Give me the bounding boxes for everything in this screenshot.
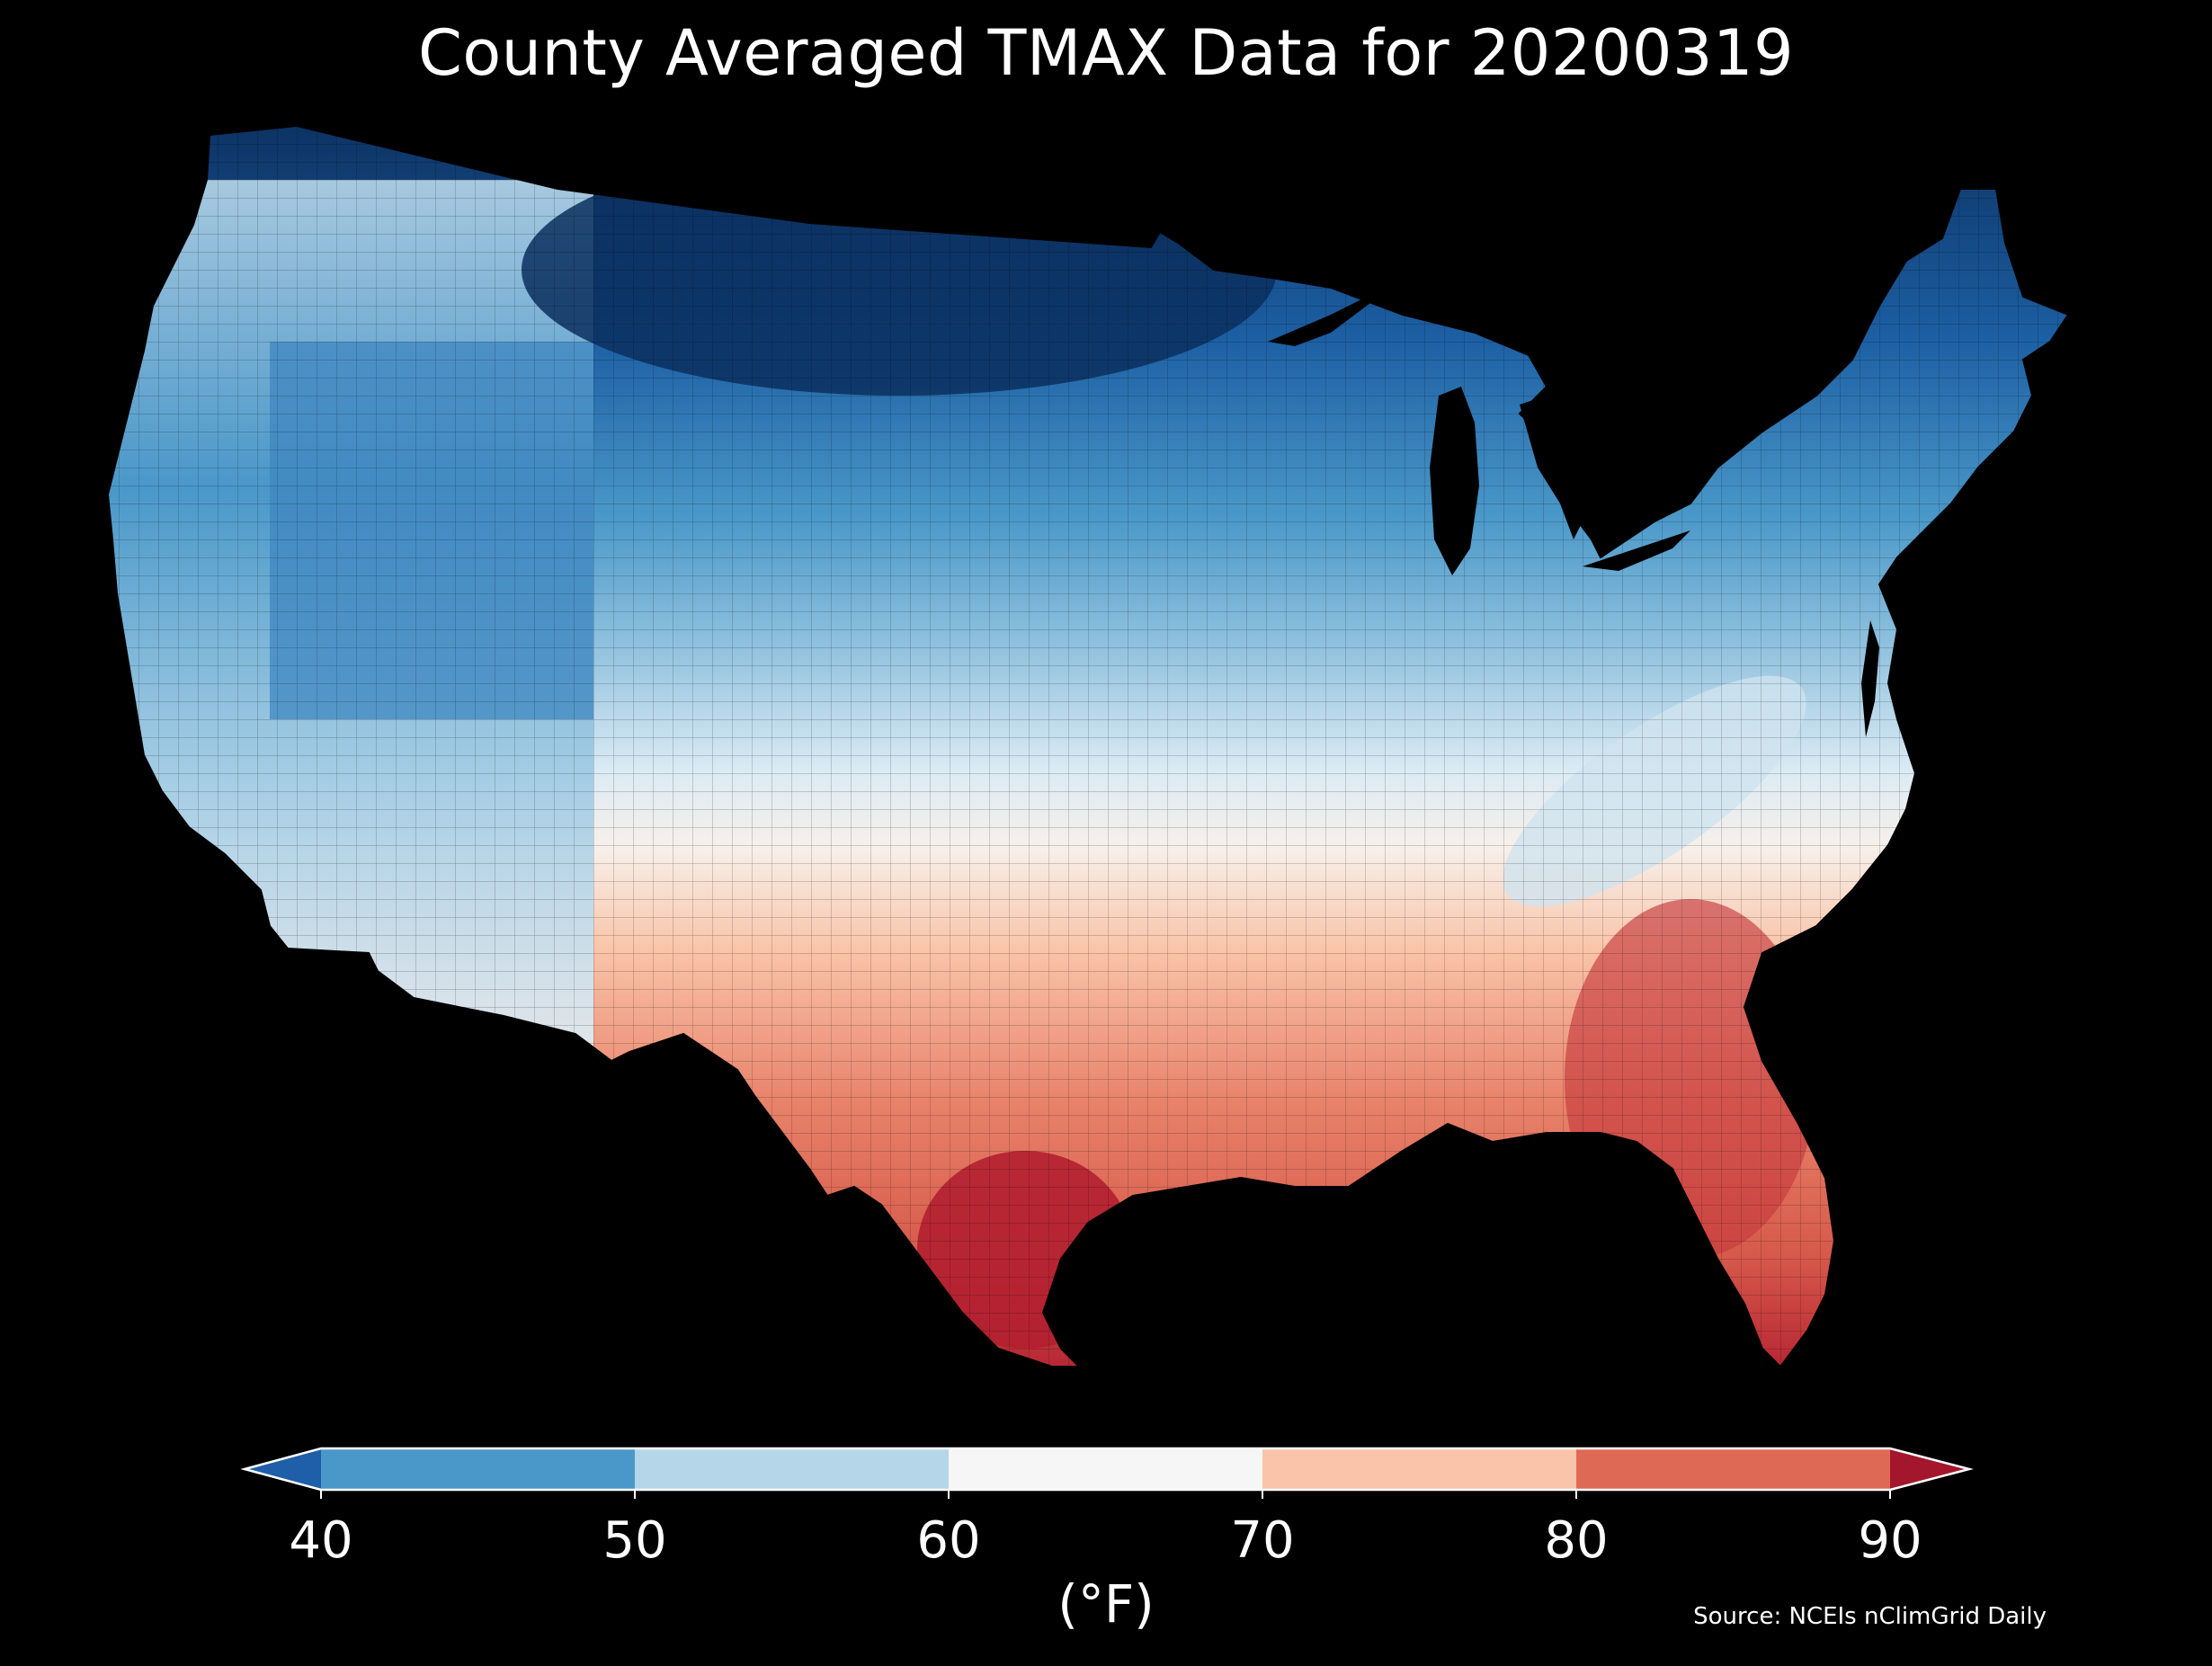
tick-label-90: 90: [1858, 1511, 1922, 1570]
tick-label-70: 70: [1230, 1511, 1294, 1570]
tick-label-40: 40: [289, 1511, 352, 1570]
source-credit: Source: NCEIs nClimGrid Daily: [1693, 1603, 2047, 1630]
map-title: County Averaged TMAX Data for 20200319: [417, 16, 1795, 90]
colorbar-bin-70-80: [1262, 1448, 1576, 1490]
us-county-tmax-map: [107, 125, 2069, 1368]
colorbar-over-triangle: [1890, 1448, 1969, 1490]
lake-erie: [1583, 530, 1690, 571]
chesapeake-bay: [1861, 620, 1879, 737]
colorbar-bin-80-90: [1576, 1448, 1890, 1490]
colorbar-under-triangle: [245, 1448, 321, 1490]
colorbar-units-label: (°F): [1057, 1573, 1155, 1635]
tick-label-50: 50: [602, 1511, 666, 1570]
lake-huron: [1520, 396, 1592, 539]
lake-superior: [1268, 279, 1403, 346]
colorbar-bin-60-70: [949, 1448, 1262, 1490]
colorbar-bin-50-60: [635, 1448, 949, 1490]
lake-michigan: [1430, 387, 1479, 575]
colorbar-bin-40-50: [321, 1448, 635, 1490]
tick-label-80: 80: [1544, 1511, 1608, 1570]
tick-label-60: 60: [916, 1511, 980, 1570]
